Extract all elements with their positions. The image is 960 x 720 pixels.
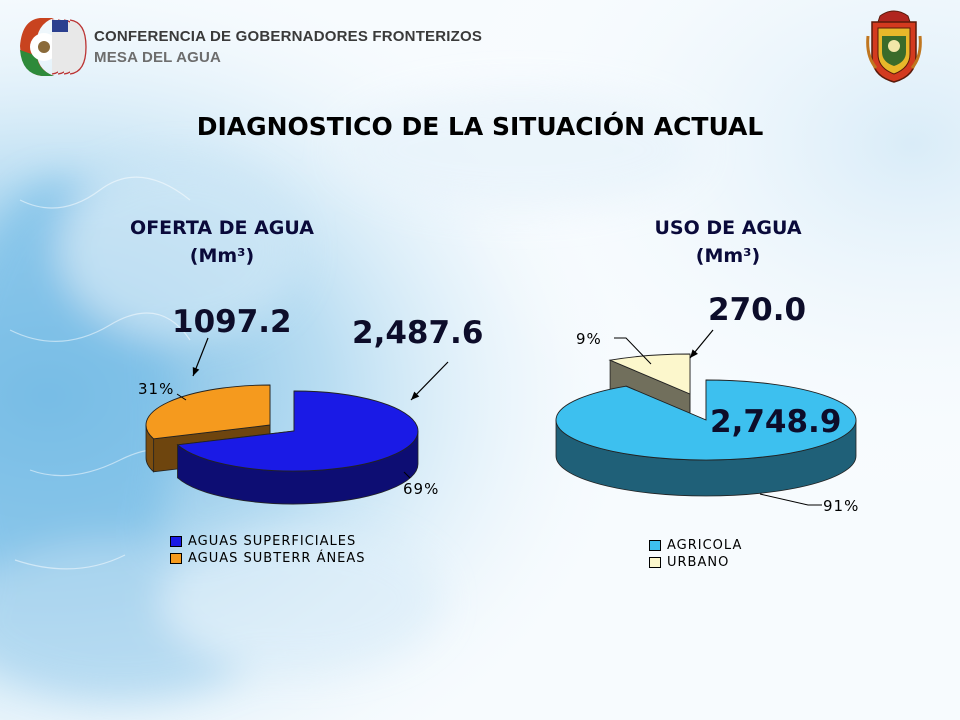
pie-slice-superficiales-top	[176, 390, 419, 472]
percent-label-superficiales: 69%	[403, 480, 440, 498]
legend-label-subterraneas: AGUAS SUBTERR ÁNEAS	[188, 551, 366, 566]
pie-slice-urbano-top	[608, 353, 691, 395]
legend-item-urbano: URBANO	[649, 555, 729, 570]
leader-superficiales	[403, 471, 411, 479]
legend-item-subterraneas: AGUAS SUBTERR ÁNEAS	[170, 551, 366, 566]
pie-slice-agricola-top	[555, 379, 857, 461]
chart2-title: USO DE AGUA (Mm³)	[610, 214, 846, 270]
chart2-title-line1: USO DE AGUA	[654, 217, 802, 239]
chart1-title-unit: (Mm³)	[189, 245, 255, 267]
page-title: DIAGNOSTICO DE LA SITUACIÓN ACTUAL	[196, 112, 764, 141]
chart1-title-line1: OFERTA DE AGUA	[130, 217, 314, 239]
legend-swatch-agricola	[649, 540, 661, 551]
org-subtitle: MESA DEL AGUA	[94, 49, 222, 66]
arrow-superficiales-head	[411, 391, 420, 400]
chart1-title: OFERTA DE AGUA (Mm³)	[100, 214, 344, 270]
pie-slice-subterraneas-top	[145, 384, 271, 440]
percent-label-urbano: 9%	[576, 330, 602, 348]
value-label-agricola: 2,748.9	[710, 404, 842, 440]
legend-item-agricola: AGRICOLA	[649, 538, 742, 553]
leader-urbano	[614, 337, 652, 365]
legend-swatch-subterraneas	[170, 553, 182, 564]
legend-label-urbano: URBANO	[667, 555, 730, 570]
arrow-urbano-head	[690, 349, 698, 358]
org-name: CONFERENCIA DE GOBERNADORES FRONTERIZOS	[94, 28, 483, 45]
legend-swatch-urbano	[649, 557, 661, 568]
value-label-urbano: 270.0	[708, 292, 807, 328]
legend-item-superficiales: AGUAS SUPERFICIALES	[170, 534, 356, 549]
legend-label-superficiales: AGUAS SUPERFICIALES	[188, 534, 357, 549]
arrow-superficiales	[410, 361, 449, 401]
coat-of-arms-emblem	[866, 10, 922, 83]
leader-subterraneas	[176, 393, 187, 401]
chart2-title-unit: (Mm³)	[695, 245, 761, 267]
percent-label-agricola: 91%	[823, 497, 860, 515]
legend-swatch-superficiales	[170, 536, 182, 547]
percent-label-subterraneas: 31%	[138, 380, 175, 398]
leader-agricola	[759, 493, 822, 506]
value-label-superficiales: 2,487.6	[352, 315, 484, 351]
arrow-subterraneas-head	[192, 367, 200, 376]
value-label-subterraneas: 1097.2	[172, 304, 292, 340]
conference-logo	[20, 18, 87, 76]
legend-label-agricola: AGRICOLA	[667, 538, 743, 553]
